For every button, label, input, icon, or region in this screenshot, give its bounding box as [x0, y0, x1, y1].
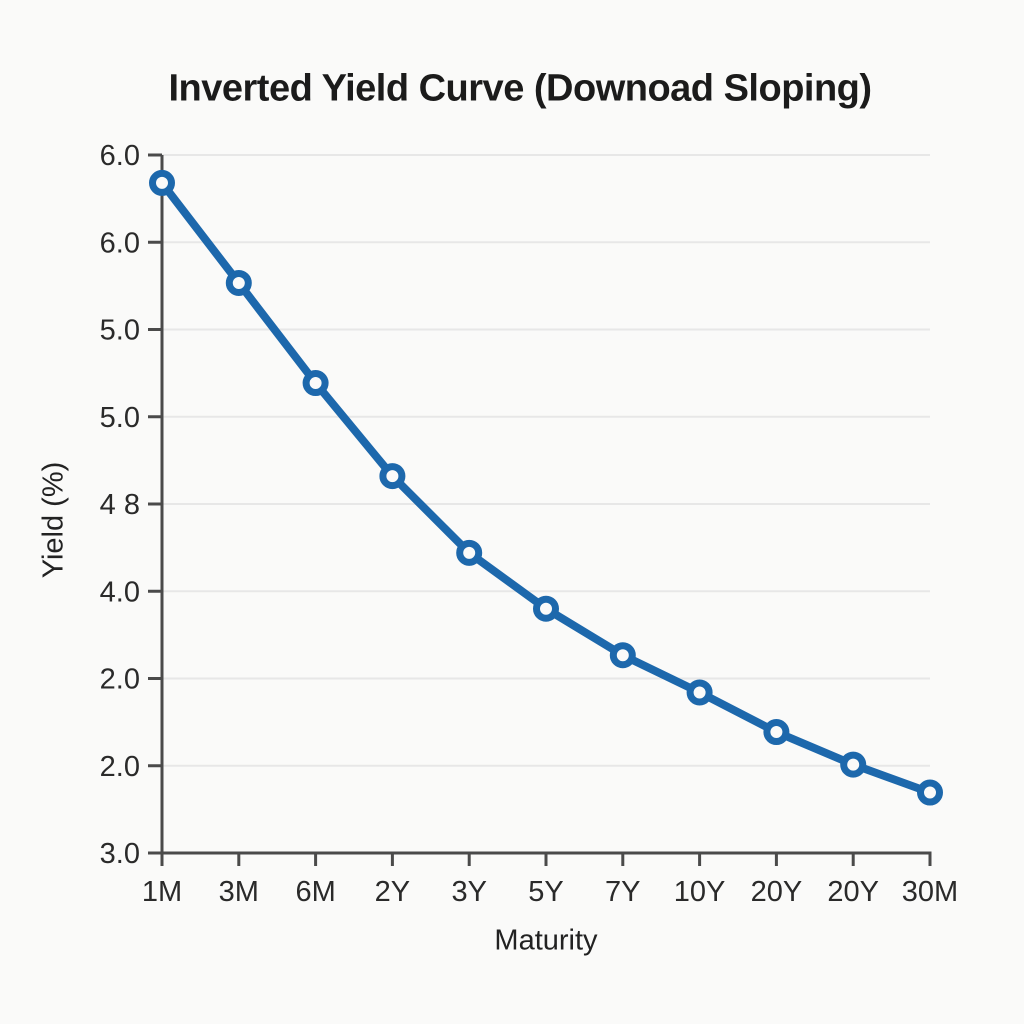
- data-point-marker: [686, 679, 713, 706]
- x-tick-label: 7Y: [605, 876, 640, 908]
- data-point-marker: [225, 269, 252, 296]
- x-tick-label: 20Y: [827, 876, 879, 908]
- data-point-marker: [917, 779, 943, 806]
- data-point-marker: [763, 719, 790, 746]
- x-axis-title: Maturity: [494, 924, 598, 957]
- data-point-marker: [609, 642, 636, 669]
- data-point-marker: [456, 539, 483, 566]
- data-point-marker: [379, 463, 406, 490]
- y-tick-label: 4.0: [100, 576, 140, 608]
- y-tick-label: 2.0: [100, 751, 140, 783]
- y-tick-label: 5.0: [100, 315, 140, 347]
- y-tick-label: 5.0: [100, 402, 140, 434]
- x-tick-label: 1M: [142, 876, 182, 908]
- y-tick-label: 6.0: [100, 140, 140, 172]
- x-tick-label: 10Y: [674, 876, 726, 908]
- y-tick-label: 4 8: [100, 489, 140, 521]
- x-tick-label: 2Y: [375, 876, 410, 908]
- chart-title: Inverted Yield Curve (Downoad Sloping): [168, 67, 872, 110]
- x-tick-label: 5Y: [528, 876, 563, 908]
- data-point-marker: [840, 751, 867, 778]
- x-tick-label: 3Y: [451, 876, 486, 908]
- x-tick-label: 6M: [295, 876, 335, 908]
- yield-curve-line: [158, 178, 934, 797]
- y-tick-label: 2.0: [100, 664, 140, 696]
- data-point-marker: [302, 370, 329, 397]
- y-tick-label: 6.0: [100, 227, 140, 259]
- y-axis-title: Yield (%): [37, 461, 70, 579]
- x-tick-label: 3M: [219, 876, 259, 908]
- x-tick-label: 30M: [902, 876, 958, 908]
- x-tick-label: 20Y: [751, 876, 803, 908]
- y-tick-label: 3.0: [100, 838, 140, 870]
- data-point-marker: [533, 595, 559, 622]
- data-point-marker: [149, 169, 175, 196]
